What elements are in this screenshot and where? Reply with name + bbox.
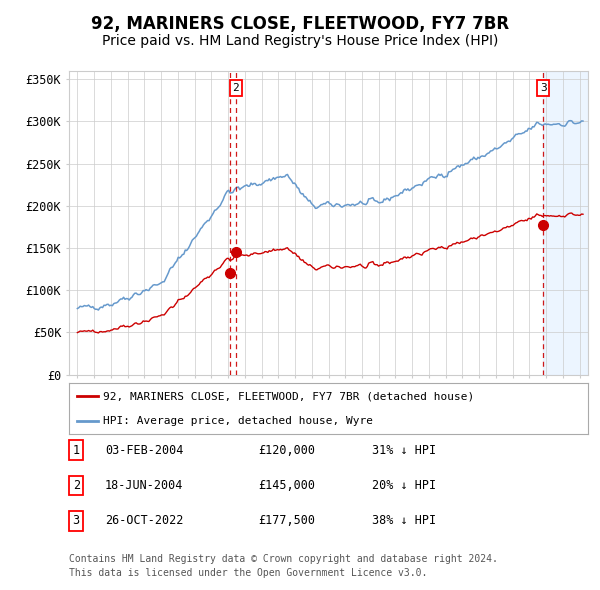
Text: 20% ↓ HPI: 20% ↓ HPI <box>372 479 436 492</box>
Bar <box>543 71 588 375</box>
Text: 26-OCT-2022: 26-OCT-2022 <box>105 514 184 527</box>
Text: Contains HM Land Registry data © Crown copyright and database right 2024.: Contains HM Land Registry data © Crown c… <box>69 555 498 564</box>
Text: £145,000: £145,000 <box>258 479 315 492</box>
Text: 92, MARINERS CLOSE, FLEETWOOD, FY7 7BR (detached house): 92, MARINERS CLOSE, FLEETWOOD, FY7 7BR (… <box>103 391 474 401</box>
Text: 1: 1 <box>73 444 80 457</box>
Text: 3: 3 <box>73 514 80 527</box>
Text: 2: 2 <box>73 479 80 492</box>
Text: 31% ↓ HPI: 31% ↓ HPI <box>372 444 436 457</box>
Text: 92, MARINERS CLOSE, FLEETWOOD, FY7 7BR: 92, MARINERS CLOSE, FLEETWOOD, FY7 7BR <box>91 15 509 32</box>
Text: 18-JUN-2004: 18-JUN-2004 <box>105 479 184 492</box>
Text: 3: 3 <box>540 83 547 93</box>
Text: 38% ↓ HPI: 38% ↓ HPI <box>372 514 436 527</box>
Text: £177,500: £177,500 <box>258 514 315 527</box>
Text: This data is licensed under the Open Government Licence v3.0.: This data is licensed under the Open Gov… <box>69 569 427 578</box>
Text: Price paid vs. HM Land Registry's House Price Index (HPI): Price paid vs. HM Land Registry's House … <box>102 34 498 48</box>
Text: 2: 2 <box>232 83 239 93</box>
Text: £120,000: £120,000 <box>258 444 315 457</box>
Text: HPI: Average price, detached house, Wyre: HPI: Average price, detached house, Wyre <box>103 416 373 426</box>
Text: 03-FEB-2004: 03-FEB-2004 <box>105 444 184 457</box>
